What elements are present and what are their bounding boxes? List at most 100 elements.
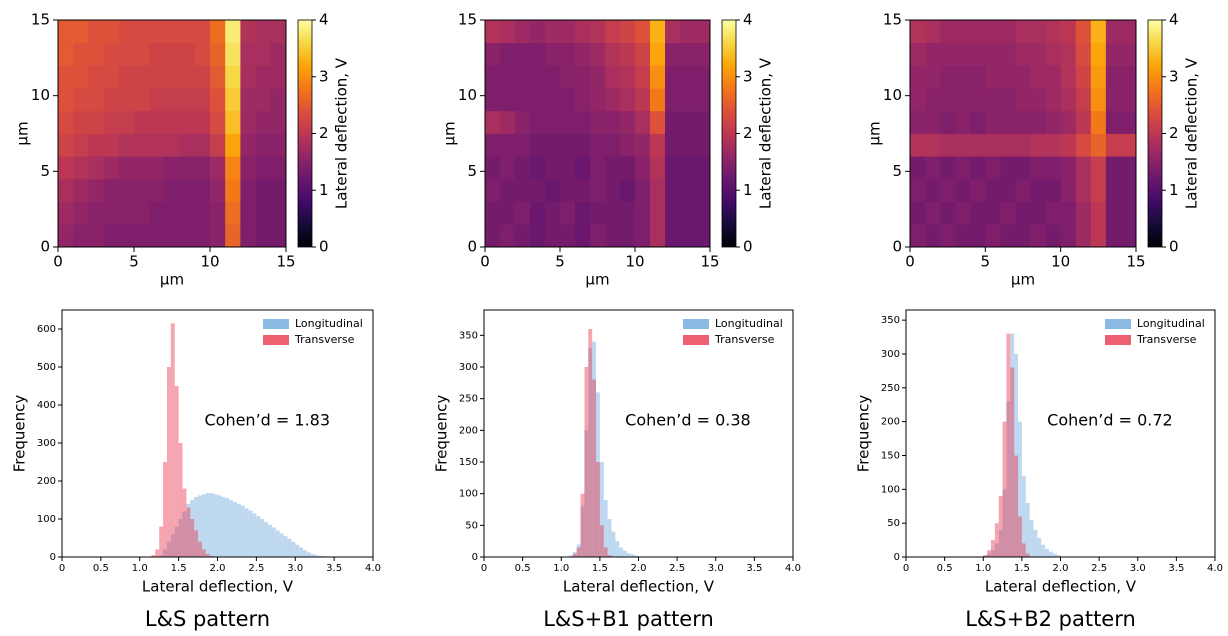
histogram-bar	[186, 507, 191, 557]
heatmap-cell	[575, 42, 591, 66]
histogram-bar	[275, 530, 280, 557]
y-axis-label: Frequency	[855, 395, 873, 473]
heatmap-cell	[149, 133, 165, 157]
histogram-bar	[240, 505, 245, 557]
heatmap-cell	[194, 20, 211, 44]
x-tick-label: 10	[200, 253, 219, 271]
x-tick-label: 5	[981, 253, 991, 271]
heatmap-cell	[118, 224, 135, 248]
histogram-bar	[1045, 548, 1049, 557]
x-tick-label: 0.5	[93, 563, 109, 574]
histogram-bar	[271, 527, 276, 557]
heatmap-cell	[88, 20, 104, 44]
heatmap-cell	[530, 133, 546, 157]
histogram-bar	[619, 547, 624, 557]
histogram-bar	[990, 540, 995, 557]
heatmap-cell	[88, 178, 104, 202]
heatmap-cell	[680, 224, 696, 248]
panel-caption: L&S+B1 pattern	[543, 607, 714, 631]
heatmap-cell	[164, 65, 180, 89]
x-axis-label: μm	[160, 271, 184, 289]
x-tick-label: 0.5	[937, 563, 953, 574]
heatmap-cell	[970, 178, 986, 202]
heatmap-cell	[620, 156, 636, 180]
histogram-bar	[1056, 554, 1061, 557]
histogram-bar	[178, 519, 183, 557]
heatmap-cell	[255, 42, 272, 66]
legend-swatch	[263, 319, 289, 329]
heatmap-cell	[103, 224, 120, 248]
heatmap-cell	[940, 42, 956, 66]
heatmap-cell	[590, 201, 606, 225]
heatmap-cell	[1060, 42, 1077, 66]
heatmap-cell	[73, 20, 89, 44]
histogram-bar	[599, 525, 604, 557]
histogram-bar	[198, 495, 202, 557]
x-axis-label: μm	[1011, 271, 1035, 289]
heatmap-cell	[164, 110, 180, 134]
y-axis-label: μm	[441, 121, 459, 145]
histogram-bar	[198, 541, 202, 557]
legend-swatch	[263, 335, 289, 345]
colorbar	[297, 19, 313, 248]
heatmap-cell	[955, 20, 971, 44]
heatmap-cell	[225, 201, 241, 225]
heatmap-cell	[225, 133, 241, 157]
heatmap-cell	[985, 20, 1001, 44]
heatmap-cell	[149, 65, 165, 89]
heatmap-cell	[1090, 224, 1107, 248]
heatmap-cell	[955, 42, 971, 66]
plot-frame	[909, 19, 1137, 248]
legend-label: Transverse	[714, 333, 775, 346]
heatmap-cell	[270, 133, 287, 157]
heatmap-cell	[650, 178, 666, 202]
heatmap-cell	[925, 65, 941, 89]
heatmap-cell	[1045, 133, 1062, 157]
heatmap-cell	[500, 156, 516, 180]
heatmap-cell	[695, 65, 711, 89]
heatmap-cell	[58, 133, 74, 157]
heatmap-cell	[1045, 224, 1062, 248]
heatmap-cell	[985, 156, 1001, 180]
y-tick-label: 5	[40, 162, 50, 180]
y-tick-label: 300	[881, 349, 900, 360]
heatmap-cell	[985, 201, 1001, 225]
y-tick-label: 600	[37, 324, 56, 335]
heatmap-cell	[1090, 133, 1107, 157]
histogram-bar	[225, 498, 230, 557]
heatmap-cell	[575, 133, 591, 157]
heatmap-cell	[164, 42, 180, 66]
heatmap-cell	[560, 20, 576, 44]
x-tick-label: 0	[481, 563, 487, 574]
heatmap-cell	[910, 224, 926, 248]
heatmap-cell	[1120, 20, 1137, 44]
heatmap-cell	[1045, 42, 1062, 66]
heatmap-cell	[179, 88, 196, 112]
heatmap-cell	[1015, 110, 1031, 134]
heatmap-cell	[103, 42, 120, 66]
histogram-bar	[174, 526, 179, 557]
heatmap-cell	[1090, 156, 1107, 180]
heatmap-cell	[620, 224, 636, 248]
y-tick-label: 0	[472, 552, 478, 563]
heatmap-cell	[134, 224, 150, 248]
heatmap-cell	[500, 20, 516, 44]
histogram-bar	[256, 515, 261, 557]
heatmap-cell	[590, 110, 606, 134]
heatmap-cell	[530, 156, 546, 180]
heatmap-cell	[940, 65, 956, 89]
heatmap-cell	[650, 20, 666, 44]
heatmap-cell	[575, 88, 591, 112]
heatmap-cell	[270, 88, 287, 112]
heatmap-cell	[530, 20, 546, 44]
heatmap-cell	[225, 178, 241, 202]
heatmap-cell	[485, 133, 501, 157]
histogram-bar	[248, 510, 253, 557]
x-tick-label: 15	[276, 253, 295, 271]
histogram-bar	[607, 519, 612, 557]
heatmap-cell	[58, 156, 74, 180]
x-tick-label: 2.0	[210, 563, 226, 574]
heatmap-cell	[680, 65, 696, 89]
heatmap-cell	[530, 178, 546, 202]
